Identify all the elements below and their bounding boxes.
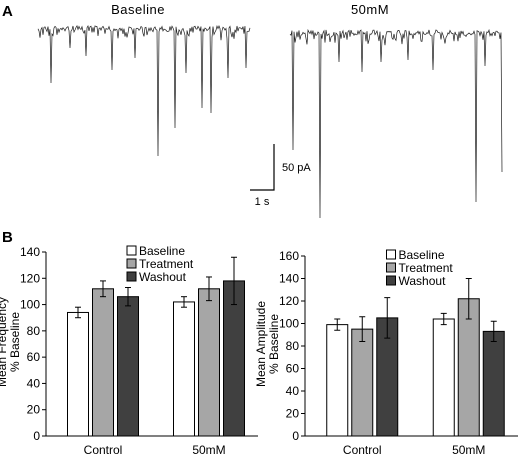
scale-bar-lines — [250, 144, 275, 191]
scale-bar-current-label: 50 pA — [282, 162, 311, 174]
category-label: 50mM — [452, 443, 485, 457]
bar-control-washout — [117, 296, 139, 437]
y-tick-label: 120 — [279, 294, 299, 308]
50mm-current-trace — [289, 28, 503, 219]
y-tick-label: 0 — [292, 429, 299, 443]
scale-bar-time-label: 1 s — [255, 196, 270, 208]
y-tick-label: 140 — [279, 272, 299, 286]
y-tick-label: 60 — [286, 362, 300, 376]
legend-swatch — [126, 271, 137, 282]
legend-entry: Washout — [399, 274, 447, 288]
panel-b-letter: B — [2, 229, 13, 246]
y-tick-label: 120 — [20, 271, 40, 285]
category-label: Control — [84, 443, 123, 457]
y-tick-label: 40 — [286, 384, 300, 398]
legend-entry: Treatment — [139, 257, 194, 271]
y-tick-label: 20 — [27, 403, 41, 417]
y-tick-label: 40 — [27, 376, 41, 390]
legend-swatch — [386, 262, 396, 273]
legend-swatch — [126, 245, 137, 256]
scale-bar: 50 pA 1 s — [250, 144, 311, 208]
y-tick-label: 0 — [33, 429, 40, 443]
legend-swatch — [126, 258, 137, 269]
bar-control-treatment — [92, 288, 114, 437]
50mm-trace-title: 50mM — [351, 2, 389, 17]
legend-entry: Baseline — [399, 248, 445, 262]
legend-entry: Washout — [139, 270, 187, 284]
y-tick-label: 100 — [279, 317, 299, 331]
bar-50mm-baseline — [432, 318, 455, 437]
bar-control-baseline — [326, 324, 349, 437]
panel-a-letter: A — [2, 3, 13, 20]
amplitude-bar-chart: 0 20 40 60 80 100 120 140 160 Mean Amplitude% Bas… — [254, 248, 518, 457]
y-tick-label: 80 — [27, 324, 41, 338]
bar-control-treatment — [351, 328, 374, 437]
legend-swatch — [386, 249, 396, 260]
y-axis-label: Mean Amplitude% Baseline — [254, 301, 281, 387]
bar-control-baseline — [67, 311, 89, 437]
baseline-trace-title: Baseline — [111, 2, 165, 17]
bar-50mm-treatment — [198, 288, 220, 437]
y-tick-label: 160 — [279, 249, 299, 263]
y-axis-label: Mean Frequency% Baseline — [0, 297, 22, 387]
category-label: 50mM — [192, 443, 225, 457]
legend-entry: Treatment — [399, 261, 454, 275]
bar-50mm-baseline — [173, 301, 195, 437]
legend-entry: Baseline — [139, 244, 185, 258]
category-label: Control — [343, 443, 382, 457]
y-tick-label: 80 — [286, 339, 300, 353]
y-tick-label: 140 — [20, 245, 40, 259]
y-tick-label: 60 — [27, 350, 41, 364]
baseline-current-trace — [37, 24, 251, 157]
bar-50mm-washout — [482, 330, 505, 437]
y-tick-label: 100 — [20, 298, 40, 312]
frequency-bar-chart: 0 20 40 60 80 100 120 140 Mean Frequency% Baseli… — [0, 244, 258, 457]
legend-swatch — [386, 275, 396, 286]
y-tick-label: 20 — [286, 407, 300, 421]
